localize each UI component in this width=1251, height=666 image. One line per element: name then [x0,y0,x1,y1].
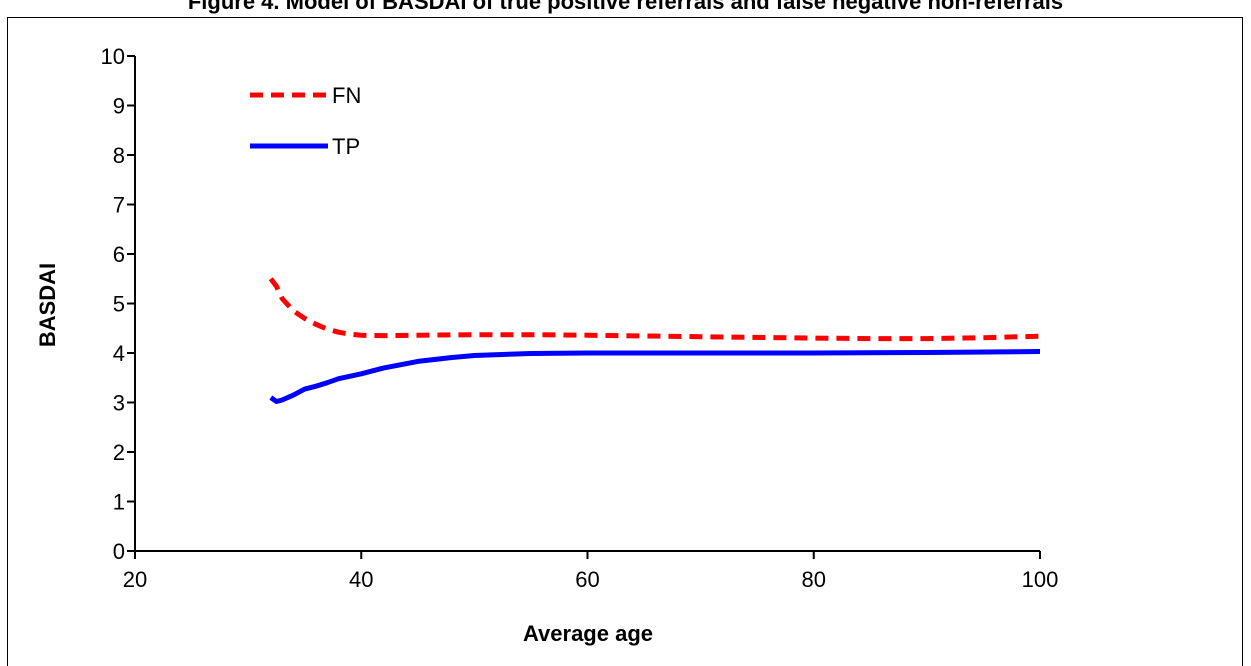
y-tick-label: 2 [113,440,125,465]
y-tick-label: 1 [113,490,125,515]
chart-frame [7,17,1243,666]
x-tick-label: 100 [1022,567,1059,592]
y-tick-label: 9 [113,94,125,119]
legend-label-tp: TP [332,134,360,159]
y-tick-label: 5 [113,292,125,317]
series-layer [268,277,1041,404]
x-tick-label: 60 [575,567,599,592]
y-tick-label: 4 [113,341,125,366]
figure-caption: Figure 4. Model of BASDAI of true positi… [187,0,1064,14]
y-tick-label: 3 [113,391,125,416]
y-tick-label: 8 [113,143,125,168]
legend-label-fn: FN [332,83,361,108]
caption-clip: Figure 4. Model of BASDAI of true positi… [0,0,1251,18]
axes [134,56,1040,552]
y-axis-title: BASDAI [35,263,60,347]
y-tick-label: 6 [113,242,125,267]
ticks: 0 1 2 3 4 5 6 7 8 9 10 20 40 60 80 100 [101,44,1059,592]
x-tick-label: 80 [802,567,826,592]
x-tick-label: 40 [349,567,373,592]
y-tick-label: 7 [113,193,125,218]
series-line-fn [268,277,1041,342]
x-tick-label: 20 [123,567,147,592]
legend: FN TP [250,83,361,159]
x-axis-title: Average age [523,621,653,646]
series-line-tp [269,349,1041,404]
y-tick-label: 0 [113,539,125,564]
y-tick-label: 10 [101,44,125,69]
